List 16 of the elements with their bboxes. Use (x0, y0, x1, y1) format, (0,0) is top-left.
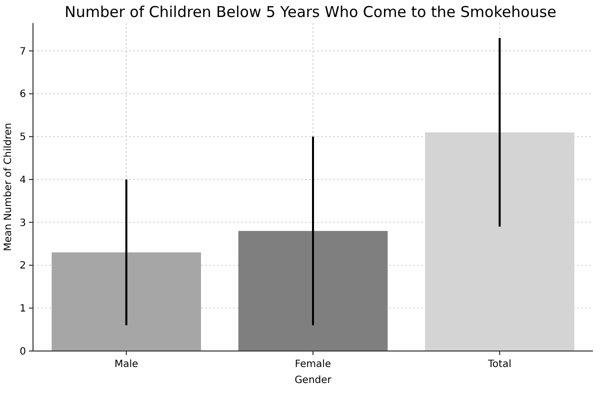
y-tick-label: 7 (20, 46, 26, 58)
y-axis-title: Mean Number of Children (3, 122, 14, 252)
chart-title: Number of Children Below 5 Years Who Come to the Smokehouse (64, 3, 556, 21)
bar (52, 252, 201, 351)
y-tick-label: 4 (20, 174, 26, 186)
y-tick-label: 3 (20, 218, 26, 229)
x-tick-label: Male (114, 359, 138, 370)
y-tick-label: 0 (20, 346, 26, 358)
x-tick-label: Female (294, 359, 332, 370)
y-tick-label: 6 (20, 89, 26, 100)
x-axis-title: Gender (294, 375, 332, 386)
x-tick-label: Total (486, 359, 512, 370)
y-tick-label: 5 (20, 132, 26, 144)
bar (238, 230, 388, 351)
y-tick-label: 1 (20, 304, 26, 315)
y-tick-label: 2 (20, 260, 26, 272)
